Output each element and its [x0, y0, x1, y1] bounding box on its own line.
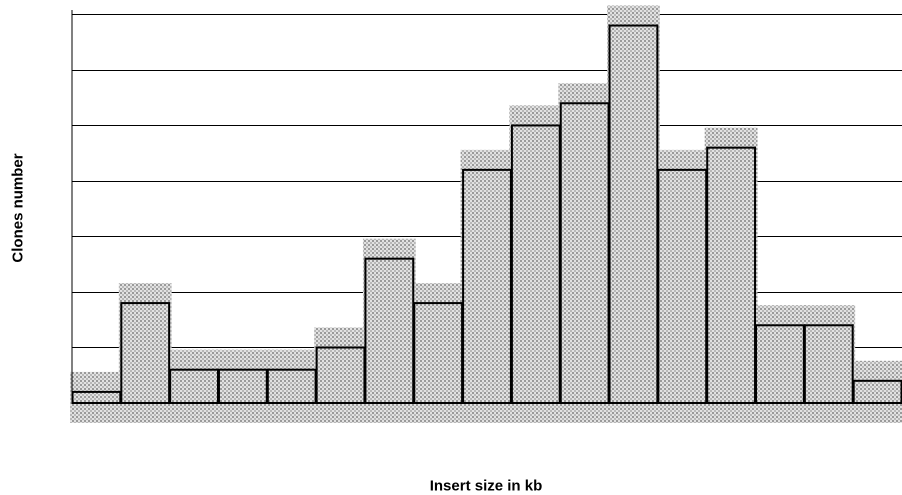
- bar-shadows: [70, 5, 902, 424]
- bar-4: [217, 368, 268, 404]
- bar-shadow-13: [655, 149, 709, 423]
- bars: [71, 24, 902, 405]
- bar-shadow-2: [118, 283, 172, 423]
- y-axis-label: Clones number: [9, 153, 27, 263]
- bar-7: [364, 257, 415, 405]
- bar-shadow-1: [70, 371, 123, 423]
- bar-shadow-16: [802, 305, 856, 423]
- bar-shadow-14: [704, 127, 758, 424]
- bar-2: [120, 302, 171, 404]
- bar-shadow-5: [265, 349, 319, 423]
- x-axis-label: Insert size in kb: [429, 477, 543, 495]
- bar-shadow-6: [314, 327, 367, 423]
- bar-shadow-7: [362, 238, 416, 423]
- bar-9: [462, 168, 512, 404]
- bar-14: [706, 146, 757, 404]
- bar-6: [315, 346, 366, 404]
- bar-8: [413, 302, 464, 404]
- bar-16: [803, 324, 854, 405]
- bar-5: [266, 368, 317, 404]
- bar-shadow-15: [753, 305, 807, 423]
- bar-shadow-8: [411, 283, 465, 423]
- bar-shadow-4: [216, 349, 270, 423]
- bar-shadow-11: [558, 83, 612, 423]
- bar-shadow-17: [851, 360, 902, 423]
- bar-shadow-12: [607, 5, 660, 424]
- bar-shadow-10: [509, 105, 563, 423]
- bar-shadow-9: [460, 149, 514, 423]
- bar-shadow-3: [167, 349, 221, 423]
